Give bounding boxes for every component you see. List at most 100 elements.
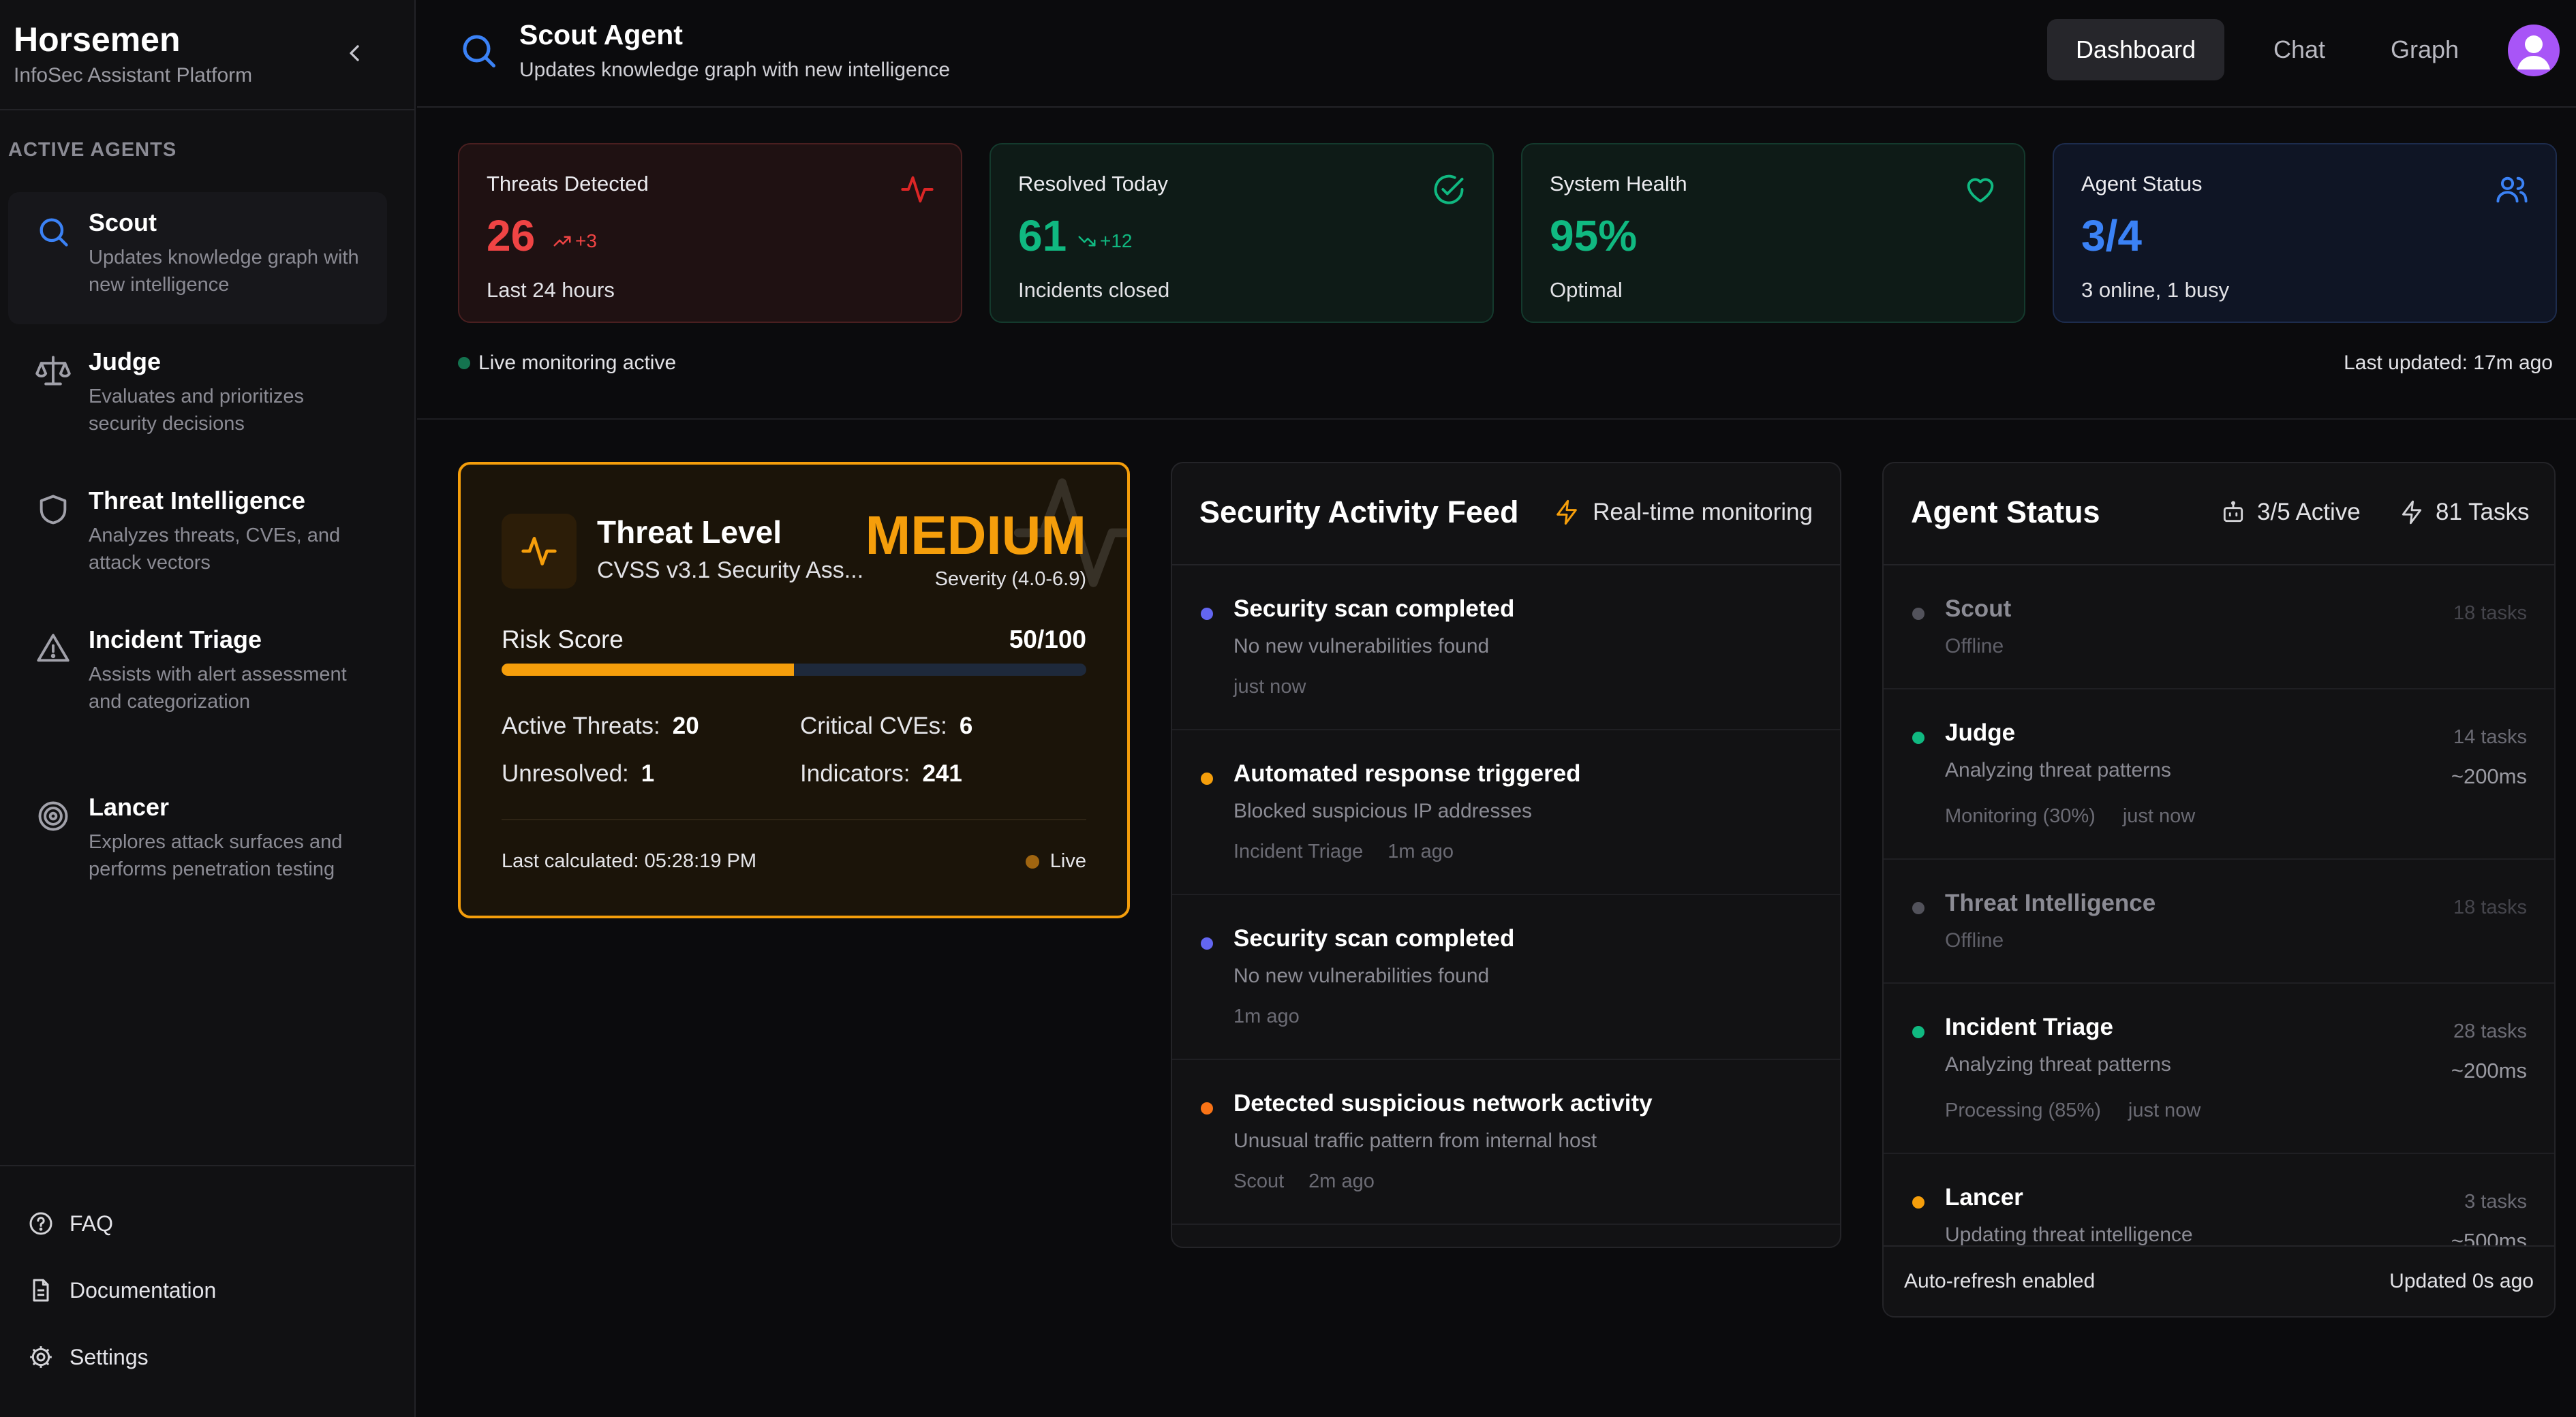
collapse-sidebar-button[interactable] [341,40,368,67]
heart-icon [1963,172,1998,207]
feed-header: Security Activity Feed Real-time monitor… [1172,463,1840,565]
stat-label: Resolved Today [1018,172,1169,196]
feed-item-source: Scout [1233,1170,1285,1192]
shield-icon [35,492,71,527]
faq-link[interactable]: FAQ [27,1203,113,1244]
stat-trend-value: +3 [575,230,597,251]
tab-chat[interactable]: Chat [2273,35,2326,63]
stat-value: 26 [487,211,536,260]
live-label: Live [1049,850,1086,872]
metric-indicators: Indicators: 241 [800,760,962,787]
total-tasks-count: 81 Tasks [2399,499,2530,526]
sidebar-item-lancer[interactable]: Lancer Explores attack surfaces and perf… [8,777,387,909]
settings-link[interactable]: Settings [27,1337,149,1377]
feed-item-dot [1201,1102,1213,1115]
feed-item-description: No new vulnerabilities found [1233,635,1490,657]
feed-item[interactable]: Detected suspicious network activity Unus… [1172,1060,1840,1225]
agent-task-count: 18 tasks [2453,897,2527,918]
avatar[interactable] [2508,25,2560,76]
lightning-icon [1557,499,1577,525]
threat-level-subtitle: CVSS v3.1 Security Ass... [597,557,864,583]
stat-card-health: System Health 95% Optimal [1521,143,2025,323]
agent-name: Judge [1945,719,2016,746]
agent-state: Updating threat intelligence [1945,1224,2193,1246]
page-title: Scout Agent [519,19,683,50]
feed-item-description: Blocked suspicious IP addresses [1233,800,1533,822]
metric-critical-cves: Critical CVEs: 6 [800,713,973,739]
agent-status-footer: Auto-refresh enabled Updated 0s ago [1884,1245,2554,1316]
settings-label: Settings [70,1344,149,1369]
feed-item-description: No new vulnerabilities found [1233,965,1490,987]
feed-item[interactable]: Security scan completed No new vulnerabil… [1172,565,1840,730]
auto-refresh-label: Auto-refresh enabled [1904,1270,2096,1292]
activity-watermark-icon [1013,478,1127,587]
brand-name: Horsemen [14,20,181,59]
stat-trend: +3 [552,230,597,252]
feed-item-meta: just now [1233,676,1306,698]
stat-trend: +12 [1077,230,1133,252]
last-calculated: Last calculated: 05:28:19 PM [502,850,757,872]
sidebar-item-label: Scout [89,208,157,236]
live-monitoring-indicator: Live monitoring active [458,352,676,375]
users-icon [2494,172,2530,207]
tab-dashboard[interactable]: Dashboard [2047,19,2224,80]
stat-sub: Last 24 hours [487,278,615,302]
chevron-left-icon [350,45,359,61]
threat-icon-box [502,514,577,589]
last-updated-text: Last updated: 17m ago [2344,352,2553,374]
updated-label: Updated 0s ago [2389,1270,2534,1292]
stat-sub: Incidents closed [1018,278,1170,302]
feed-item-meta: 1m ago [1233,1006,1300,1028]
agent-status-title: Agent Status [1911,495,2100,529]
sidebar-item-description: Explores attack surfaces and performs pe… [89,831,343,880]
trending-up-icon [553,236,571,247]
feed-item[interactable]: Automated response triggered Blocked susp… [1172,730,1840,895]
brand-subtitle: InfoSec Assistant Platform [14,64,253,87]
agent-status-dot [1912,902,1925,914]
activity-icon [900,172,935,207]
sidebar-item-threat-intelligence[interactable]: Threat Intelligence Analyzes threats, CV… [8,470,387,602]
realtime-label: Real-time monitoring [1593,499,1813,525]
active-agents-count: 3/5 Active [2220,499,2361,526]
sidebar-item-description: Analyzes threats, CVEs, and attack vecto… [89,525,341,574]
sidebar-item-label: Incident Triage [89,625,262,653]
sidebar-item-incident-triage[interactable]: Incident Triage Assists with alert asses… [8,609,387,767]
agent-status-dot [1912,732,1925,744]
search-icon [458,30,499,71]
stat-value: 61 [1018,211,1067,260]
page-subtitle: Updates knowledge graph with new intelli… [519,59,951,81]
feed-item-meta: Scout 2m ago [1233,1170,1375,1193]
trending-down-icon [1078,236,1096,247]
sidebar-item-label: Judge [89,347,162,375]
agent-activity-time: just now [2128,1100,2201,1121]
live-dot [1025,854,1039,869]
agent-status-row[interactable]: Incident Triage Analyzing threat patterns… [1884,984,2554,1154]
total-tasks-label: 81 Tasks [2436,499,2530,525]
stat-label: System Health [1550,172,1687,196]
check-circle-icon [1431,172,1467,207]
threat-live-indicator: Live [1025,850,1086,873]
agent-name: Incident Triage [1945,1014,2113,1040]
agent-status-row[interactable]: Scout Offline 18 tasks [1884,565,2554,689]
agent-status-dot [1912,1026,1925,1038]
sidebar-item-label: Lancer [89,793,170,821]
agent-name: Scout [1945,595,2012,622]
stat-sub: 3 online, 1 busy [2081,278,2230,302]
tab-graph[interactable]: Graph [2390,35,2459,63]
user-icon [2517,35,2550,69]
sidebar-item-judge[interactable]: Judge Evaluates and prioritizes security… [8,331,387,463]
agent-status-row[interactable]: Threat Intelligence Offline 18 tasks [1884,860,2554,984]
threat-level-card: Threat Level CVSS v3.1 Security Ass... M… [458,462,1130,918]
feed-item-title: Automated response triggered [1233,760,1581,787]
documentation-link[interactable]: Documentation [27,1270,216,1311]
stat-label: Threats Detected [487,172,649,196]
security-activity-feed: Security Activity Feed Real-time monitor… [1171,462,1841,1248]
agent-status-row[interactable]: Judge Analyzing threat patterns 14 tasks ~2… [1884,689,2554,860]
feed-item[interactable]: Security scan completed No new vulnerabil… [1172,895,1840,1060]
stat-card-agents: Agent Status 3/4 3 online, 1 busy [2053,143,2557,323]
agent-latency: ~200ms [2451,764,2527,788]
stat-value: 95% [1550,211,1638,260]
feed-item-title: Security scan completed [1233,925,1515,952]
documentation-label: Documentation [70,1277,217,1303]
sidebar-item-scout[interactable]: Scout Updates knowledge graph with new i… [8,192,387,324]
